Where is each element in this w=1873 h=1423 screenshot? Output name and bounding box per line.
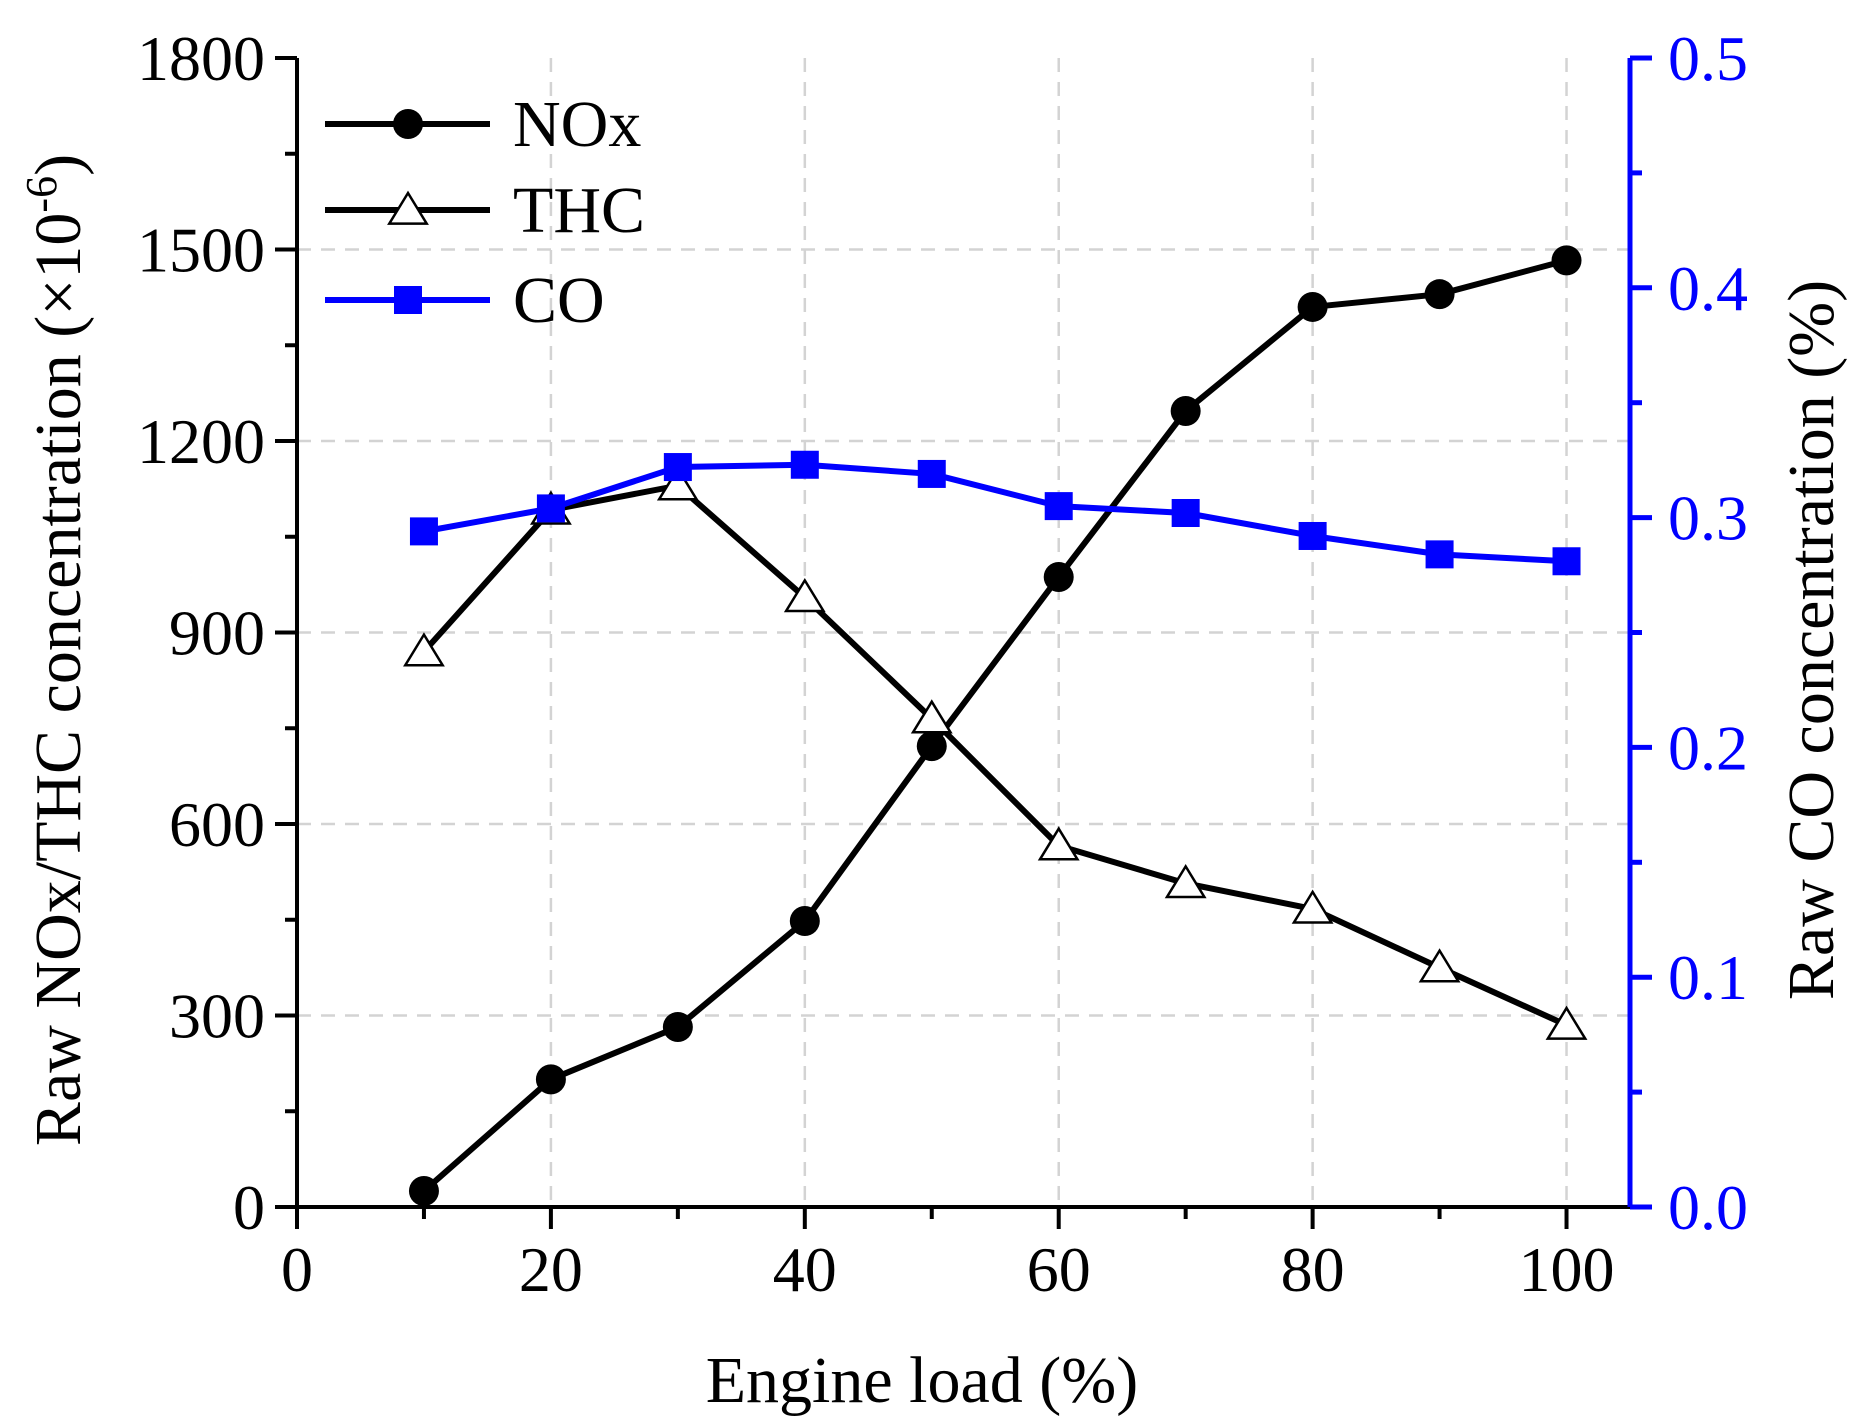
y-tick-label: 300 — [169, 981, 265, 1052]
y-axis-title-main: Raw NOx/THC concentration (×10 — [22, 213, 95, 1147]
data-point-nox — [1424, 279, 1455, 310]
axes: 0 20 40 60 80 100 0 300 600 900 1200 1500 1800 0.0 0.1… — [137, 23, 1748, 1305]
data-point-nox — [1551, 245, 1582, 276]
data-point-co — [663, 453, 692, 482]
data-point-nox — [1043, 561, 1074, 592]
data-point-nox — [535, 1064, 566, 1095]
data-point-thc — [1291, 889, 1334, 924]
x-tick-label: 60 — [1027, 1234, 1091, 1305]
y2-tick-label: 0.3 — [1668, 483, 1748, 554]
data-point-nox — [1170, 395, 1201, 426]
data-point-co — [1171, 499, 1200, 528]
data-point-thc — [1418, 948, 1461, 983]
data-point-nox — [662, 1011, 693, 1042]
data-point-nox — [408, 1176, 439, 1207]
data-point-co — [917, 459, 946, 488]
data-point-thc — [656, 466, 699, 501]
series-line-nox — [421, 257, 1568, 1194]
x-tick-label: 0 — [281, 1234, 313, 1305]
y2-axis-title: Raw CO concentration (%) — [1775, 280, 1848, 1000]
y-tick-label: 0 — [233, 1172, 265, 1243]
y-axis-title-end: ) — [22, 154, 95, 176]
legend-marker-nox — [393, 109, 423, 139]
grid — [297, 58, 1630, 1207]
y2-tick-label: 0.1 — [1668, 942, 1748, 1013]
y-tick-label: 1500 — [137, 215, 265, 286]
data-point-thc — [783, 577, 826, 613]
y2-tick-label: 0.0 — [1668, 1172, 1748, 1243]
y2-tick-label: 0.2 — [1668, 712, 1748, 783]
series — [403, 245, 1588, 1207]
y2-tick-label: 0.5 — [1668, 23, 1748, 94]
data-point-co — [1044, 492, 1073, 521]
legend-label-co: CO — [513, 264, 605, 337]
data-point-co — [409, 517, 438, 546]
data-point-nox — [916, 731, 947, 762]
legend-marker-thc — [387, 190, 429, 225]
data-point-thc — [1545, 1005, 1588, 1040]
y-tick-label: 900 — [169, 598, 265, 669]
data-point-co — [1552, 547, 1581, 576]
series-line-thc — [421, 482, 1568, 1028]
data-point-co — [790, 450, 819, 479]
data-point-thc — [910, 699, 953, 734]
y-axis-title: Raw NOx/THC concentration (×10-6) — [17, 154, 95, 1146]
y-tick-label: 1800 — [137, 23, 265, 94]
x-tick-label: 80 — [1281, 1234, 1345, 1305]
series-line-co — [423, 461, 1567, 565]
y-tick-label: 600 — [169, 789, 265, 860]
x-tick-label: 40 — [773, 1234, 837, 1305]
data-point-thc — [403, 632, 445, 667]
data-point-nox — [789, 906, 820, 937]
legend-label-thc: THC — [513, 174, 645, 247]
y-axis-title-sup: -6 — [17, 176, 66, 213]
data-point-thc — [1037, 826, 1080, 861]
data-point-thc — [1164, 863, 1207, 899]
data-point-nox — [1297, 291, 1328, 322]
data-point-co — [536, 494, 565, 523]
x-axis-title: Engine load (%) — [706, 1344, 1139, 1417]
data-point-co — [1298, 521, 1327, 550]
x-tick-label: 100 — [1519, 1234, 1615, 1305]
legend-label-nox: NOx — [513, 88, 641, 161]
data-point-co — [1425, 540, 1454, 569]
y2-tick-label: 0.4 — [1668, 253, 1748, 324]
legend-marker-co — [394, 286, 422, 314]
y-tick-label: 1200 — [137, 406, 265, 477]
legend: NOx THC CO — [325, 88, 645, 337]
x-tick-label: 20 — [519, 1234, 583, 1305]
